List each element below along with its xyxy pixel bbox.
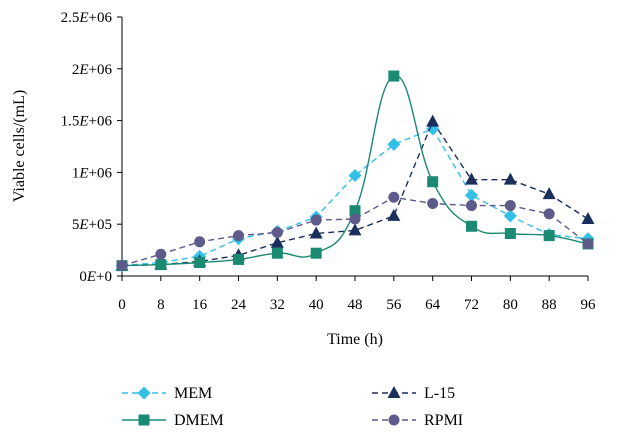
data-point-rpmi (582, 238, 594, 250)
data-point-dmem (233, 253, 244, 265)
data-point-l-15 (581, 212, 595, 225)
legend: MEM L-15 DMEM RPMI (122, 385, 463, 429)
data-point-rpmi (194, 236, 206, 248)
legend-item-l-15: L-15 (372, 385, 455, 402)
data-point-l-15 (542, 187, 556, 200)
x-tick-label: 40 (309, 297, 324, 313)
data-point-mem (387, 137, 401, 151)
series-rpmi (116, 191, 594, 272)
legend-marker-dmem (138, 414, 150, 426)
y-tick-label: 5E+05 (72, 217, 112, 233)
legend-item-mem: MEM (122, 385, 212, 402)
data-point-l-15 (426, 114, 440, 127)
x-axis-title: Time (h) (327, 331, 383, 348)
data-point-rpmi (543, 208, 555, 220)
legend-item-rpmi: RPMI (372, 412, 463, 429)
series-layer (115, 70, 595, 273)
data-point-rpmi (155, 248, 167, 260)
x-tick-label: 64 (425, 297, 441, 313)
y-axis-title: Viable cells/(mL) (11, 90, 28, 202)
x-tick-label: 88 (542, 297, 557, 313)
x-tick-label: 0 (118, 297, 126, 313)
data-point-dmem (310, 247, 322, 259)
data-point-dmem (427, 176, 439, 188)
data-point-dmem (155, 259, 167, 271)
data-point-mem (465, 188, 478, 202)
y-tick-label: 1E+06 (72, 165, 113, 181)
data-point-dmem (466, 220, 477, 232)
data-point-l-15 (503, 172, 517, 185)
x-tick-label: 32 (270, 297, 285, 313)
legend-item-dmem: DMEM (122, 412, 224, 429)
x-tick-group: 0 8 16 24 32 40 48 56 64 72 80 88 96 (118, 276, 596, 313)
legend-label-dmem: DMEM (174, 412, 224, 429)
x-tick-label: 96 (581, 297, 597, 313)
data-point-rpmi (504, 200, 516, 212)
data-point-dmem (349, 205, 361, 217)
y-tick-label: 2E+06 (72, 62, 113, 78)
data-point-dmem (271, 247, 283, 259)
legend-marker-mem (137, 386, 151, 400)
y-tick-label: 2.5E+06 (61, 10, 113, 26)
x-tick-label: 80 (503, 297, 518, 313)
data-point-l-15 (465, 172, 478, 185)
y-tick-label: 1.5E+06 (61, 114, 113, 130)
data-point-dmem (543, 230, 555, 242)
x-tick-label: 8 (157, 297, 165, 313)
data-point-rpmi (427, 197, 439, 209)
data-point-rpmi (310, 214, 322, 226)
data-point-dmem (504, 228, 516, 240)
data-point-l-15 (348, 223, 362, 236)
data-point-mem (503, 209, 517, 223)
data-point-l-15 (270, 235, 284, 248)
y-tick-group: 0E+0 5E+05 1E+06 1.5E+06 2E+06 2.5E+06 (61, 10, 122, 285)
data-point-rpmi (116, 260, 128, 272)
legend-label-l-15: L-15 (424, 385, 455, 402)
data-point-rpmi (271, 226, 283, 238)
data-point-rpmi (349, 213, 361, 225)
data-point-rpmi (388, 191, 400, 203)
data-point-mem (348, 169, 362, 183)
x-tick-label: 48 (348, 297, 363, 313)
x-tick-label: 16 (192, 297, 208, 313)
legend-label-rpmi: RPMI (424, 412, 463, 429)
y-tick-label: 0E+0 (79, 269, 112, 285)
data-point-rpmi (466, 200, 477, 212)
legend-marker-rpmi (388, 414, 400, 426)
x-tick-label: 72 (464, 297, 479, 313)
data-point-l-15 (387, 208, 401, 221)
legend-label-mem: MEM (174, 385, 212, 402)
data-point-dmem (194, 257, 206, 269)
x-tick-label: 56 (386, 297, 402, 313)
x-tick-label: 24 (231, 297, 247, 313)
data-point-rpmi (233, 230, 244, 242)
data-point-dmem (388, 70, 400, 82)
data-point-l-15 (309, 226, 323, 239)
legend-marker-l-15 (387, 386, 401, 398)
